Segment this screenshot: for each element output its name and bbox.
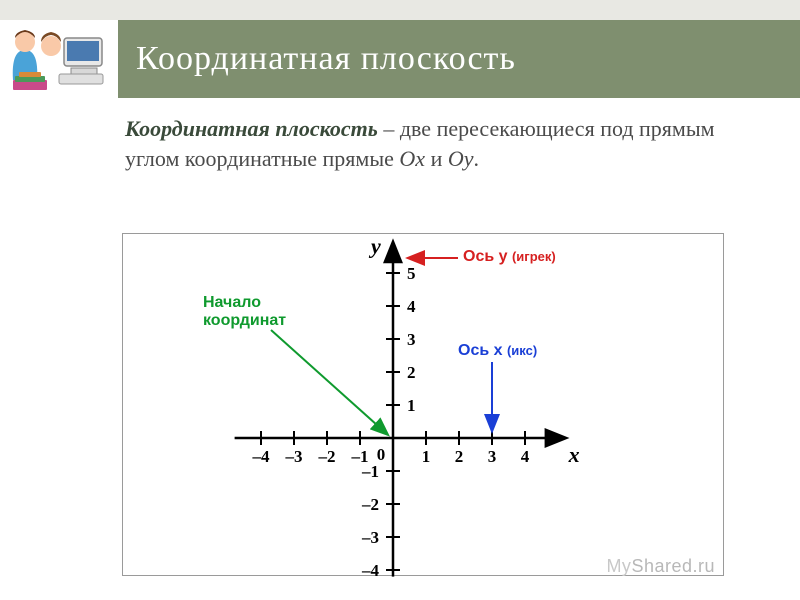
svg-text:4: 4 bbox=[521, 447, 530, 466]
svg-text:3: 3 bbox=[407, 330, 416, 349]
svg-text:–4: –4 bbox=[252, 447, 271, 466]
svg-text:0: 0 bbox=[377, 445, 386, 464]
svg-text:–3: –3 bbox=[285, 447, 303, 466]
svg-text:–4: –4 bbox=[361, 561, 380, 577]
svg-text:–2: –2 bbox=[318, 447, 336, 466]
x-axis-annotation: Ось x (икс) bbox=[458, 342, 537, 360]
watermark: MyShared.ru bbox=[606, 556, 715, 577]
logo-illustration bbox=[0, 20, 118, 98]
svg-text:–2: –2 bbox=[361, 495, 379, 514]
definition-term: Координатная плоскость bbox=[125, 116, 378, 141]
svg-text:2: 2 bbox=[455, 447, 464, 466]
slide-title: Координатная плоскость bbox=[118, 20, 800, 98]
title-region: Координатная плоскость bbox=[0, 20, 800, 98]
svg-text:4: 4 bbox=[407, 297, 416, 316]
definition-text: Координатная плоскость – две пересекающи… bbox=[0, 98, 800, 181]
svg-text:3: 3 bbox=[488, 447, 497, 466]
kids-computer-icon bbox=[9, 24, 109, 94]
svg-text:y: y bbox=[368, 234, 381, 258]
chart-svg: –4–3–2–1123412345–1–2–3–40xy bbox=[123, 234, 725, 577]
top-strip bbox=[0, 0, 800, 20]
origin-annotation: Начало координат bbox=[203, 294, 286, 330]
svg-text:x: x bbox=[568, 442, 580, 467]
coordinate-plane-chart: –4–3–2–1123412345–1–2–3–40xy Ось y (игре… bbox=[122, 233, 724, 576]
svg-text:–3: –3 bbox=[361, 528, 379, 547]
svg-text:1: 1 bbox=[422, 447, 431, 466]
svg-text:2: 2 bbox=[407, 363, 416, 382]
svg-text:5: 5 bbox=[407, 264, 416, 283]
svg-text:–1: –1 bbox=[361, 462, 379, 481]
y-axis-annotation: Ось y (игрек) bbox=[463, 248, 556, 266]
svg-text:1: 1 bbox=[407, 396, 416, 415]
